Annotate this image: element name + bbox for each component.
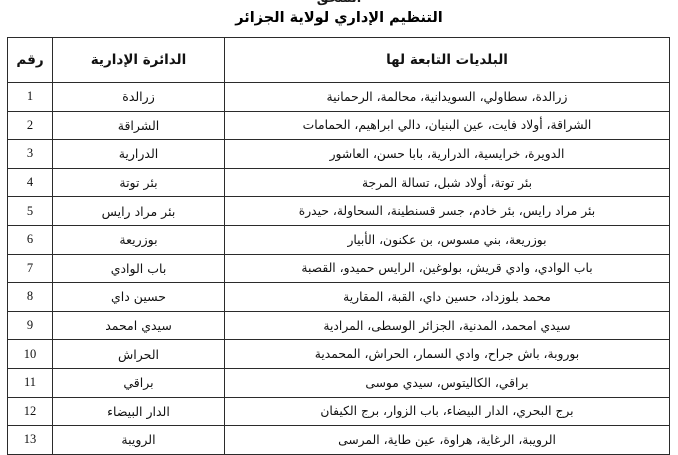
clipped-heading: الملحق (0, 0, 678, 6)
column-header-municipalities: البلديات التابعة لها (224, 37, 670, 83)
table-body: زرالدة، سطاولي، السويدانية، محالمة، الرح… (7, 82, 670, 455)
page-title: التنظيم الإداري لولاية الجزائر (235, 10, 443, 26)
table-row: الشراقة، أولاد فايت، عين البنيان، دالي ا… (7, 110, 670, 141)
cell-municipalities: بئر توتة، أولاد شبل، تسالة المرجة (224, 167, 670, 198)
table-row: بئر توتة، أولاد شبل، تسالة المرجة بئر تو… (7, 167, 670, 198)
table-row: بوروبة، باش جراح، وادي السمار، الحراش، ا… (7, 339, 670, 369)
cell-number: 2 (7, 110, 53, 141)
table-row: بوزريعة، بني مسوس، بن عكنون، الأبيار بوز… (7, 224, 670, 255)
cell-district: الدار البيضاء (52, 396, 225, 427)
table-row: الدويرة، خرايسية، الدرارية، بابا حسن، ال… (7, 139, 670, 169)
admin-table-container: البلديات التابعة لها الدائرة الإدارية رق… (7, 37, 670, 455)
cell-district: الشراقة (52, 110, 225, 141)
cell-district: الدرارية (52, 139, 225, 169)
column-header-district: الدائرة الإدارية (52, 37, 225, 83)
cell-district: باب الوادي (52, 253, 225, 284)
administrative-organization-table: البلديات التابعة لها الدائرة الإدارية رق… (7, 37, 670, 455)
cell-district: بئر توتة (52, 167, 225, 198)
table-row: زرالدة، سطاولي، السويدانية، محالمة، الرح… (7, 82, 670, 112)
table-row: سيدي امحمد، المدنية، الجزائر الوسطى، الم… (7, 310, 670, 341)
cell-district: زرالدة (52, 82, 225, 112)
cell-municipalities: الدويرة، خرايسية، الدرارية، بابا حسن، ال… (224, 139, 670, 169)
column-header-number: رقم (7, 37, 53, 83)
cell-number: 4 (7, 167, 53, 198)
cell-municipalities: محمد بلوزداد، حسين داي، القبة، المقارية (224, 282, 670, 312)
table-row: بئر مراد رايس، بئر خادم، جسر قسنطينة، ال… (7, 196, 670, 226)
cell-district: الرويبة (52, 425, 225, 455)
table-row: باب الوادي، وادي قريش، بولوغين، الرايس ح… (7, 253, 670, 284)
cell-municipalities: بوزريعة، بني مسوس، بن عكنون، الأبيار (224, 224, 670, 255)
cell-municipalities: الشراقة، أولاد فايت، عين البنيان، دالي ا… (224, 110, 670, 141)
table-row: براقي، الكاليتوس، سيدي موسى براقي 11 (7, 367, 670, 398)
cell-number: 1 (7, 82, 53, 112)
cell-number: 12 (7, 396, 53, 427)
table-row: الرويبة، الرغاية، هراوة، عين طاية، المرس… (7, 425, 670, 455)
cell-number: 5 (7, 196, 53, 226)
cell-number: 10 (7, 339, 53, 369)
cell-number: 3 (7, 139, 53, 169)
cell-municipalities: باب الوادي، وادي قريش، بولوغين، الرايس ح… (224, 253, 670, 284)
cell-district: الحراش (52, 339, 225, 369)
cell-number: 8 (7, 282, 53, 312)
cell-municipalities: زرالدة، سطاولي، السويدانية، محالمة، الرح… (224, 82, 670, 112)
cell-district: براقي (52, 367, 225, 398)
cell-district: حسين داي (52, 282, 225, 312)
cell-municipalities: سيدي امحمد، المدنية، الجزائر الوسطى، الم… (224, 310, 670, 341)
cell-number: 7 (7, 253, 53, 284)
cell-district: بوزريعة (52, 224, 225, 255)
cell-district: بئر مراد رايس (52, 196, 225, 226)
table-row: برج البحري، الدار البيضاء، باب الزوار، ب… (7, 396, 670, 427)
cell-number: 6 (7, 224, 53, 255)
cell-municipalities: برج البحري، الدار البيضاء، باب الزوار، ب… (224, 396, 670, 427)
cell-number: 9 (7, 310, 53, 341)
table-row: محمد بلوزداد، حسين داي، القبة، المقارية … (7, 282, 670, 312)
cell-municipalities: الرويبة، الرغاية، هراوة، عين طاية، المرس… (224, 425, 670, 455)
table-header: البلديات التابعة لها الدائرة الإدارية رق… (7, 37, 670, 83)
cell-district: سيدي امحمد (52, 310, 225, 341)
cell-municipalities: بئر مراد رايس، بئر خادم، جسر قسنطينة، ال… (224, 196, 670, 226)
table-header-row: البلديات التابعة لها الدائرة الإدارية رق… (7, 37, 670, 83)
cell-number: 11 (7, 367, 53, 398)
cell-number: 13 (7, 425, 53, 455)
cell-municipalities: بوروبة، باش جراح، وادي السمار، الحراش، ا… (224, 339, 670, 369)
cell-municipalities: براقي، الكاليتوس، سيدي موسى (224, 367, 670, 398)
